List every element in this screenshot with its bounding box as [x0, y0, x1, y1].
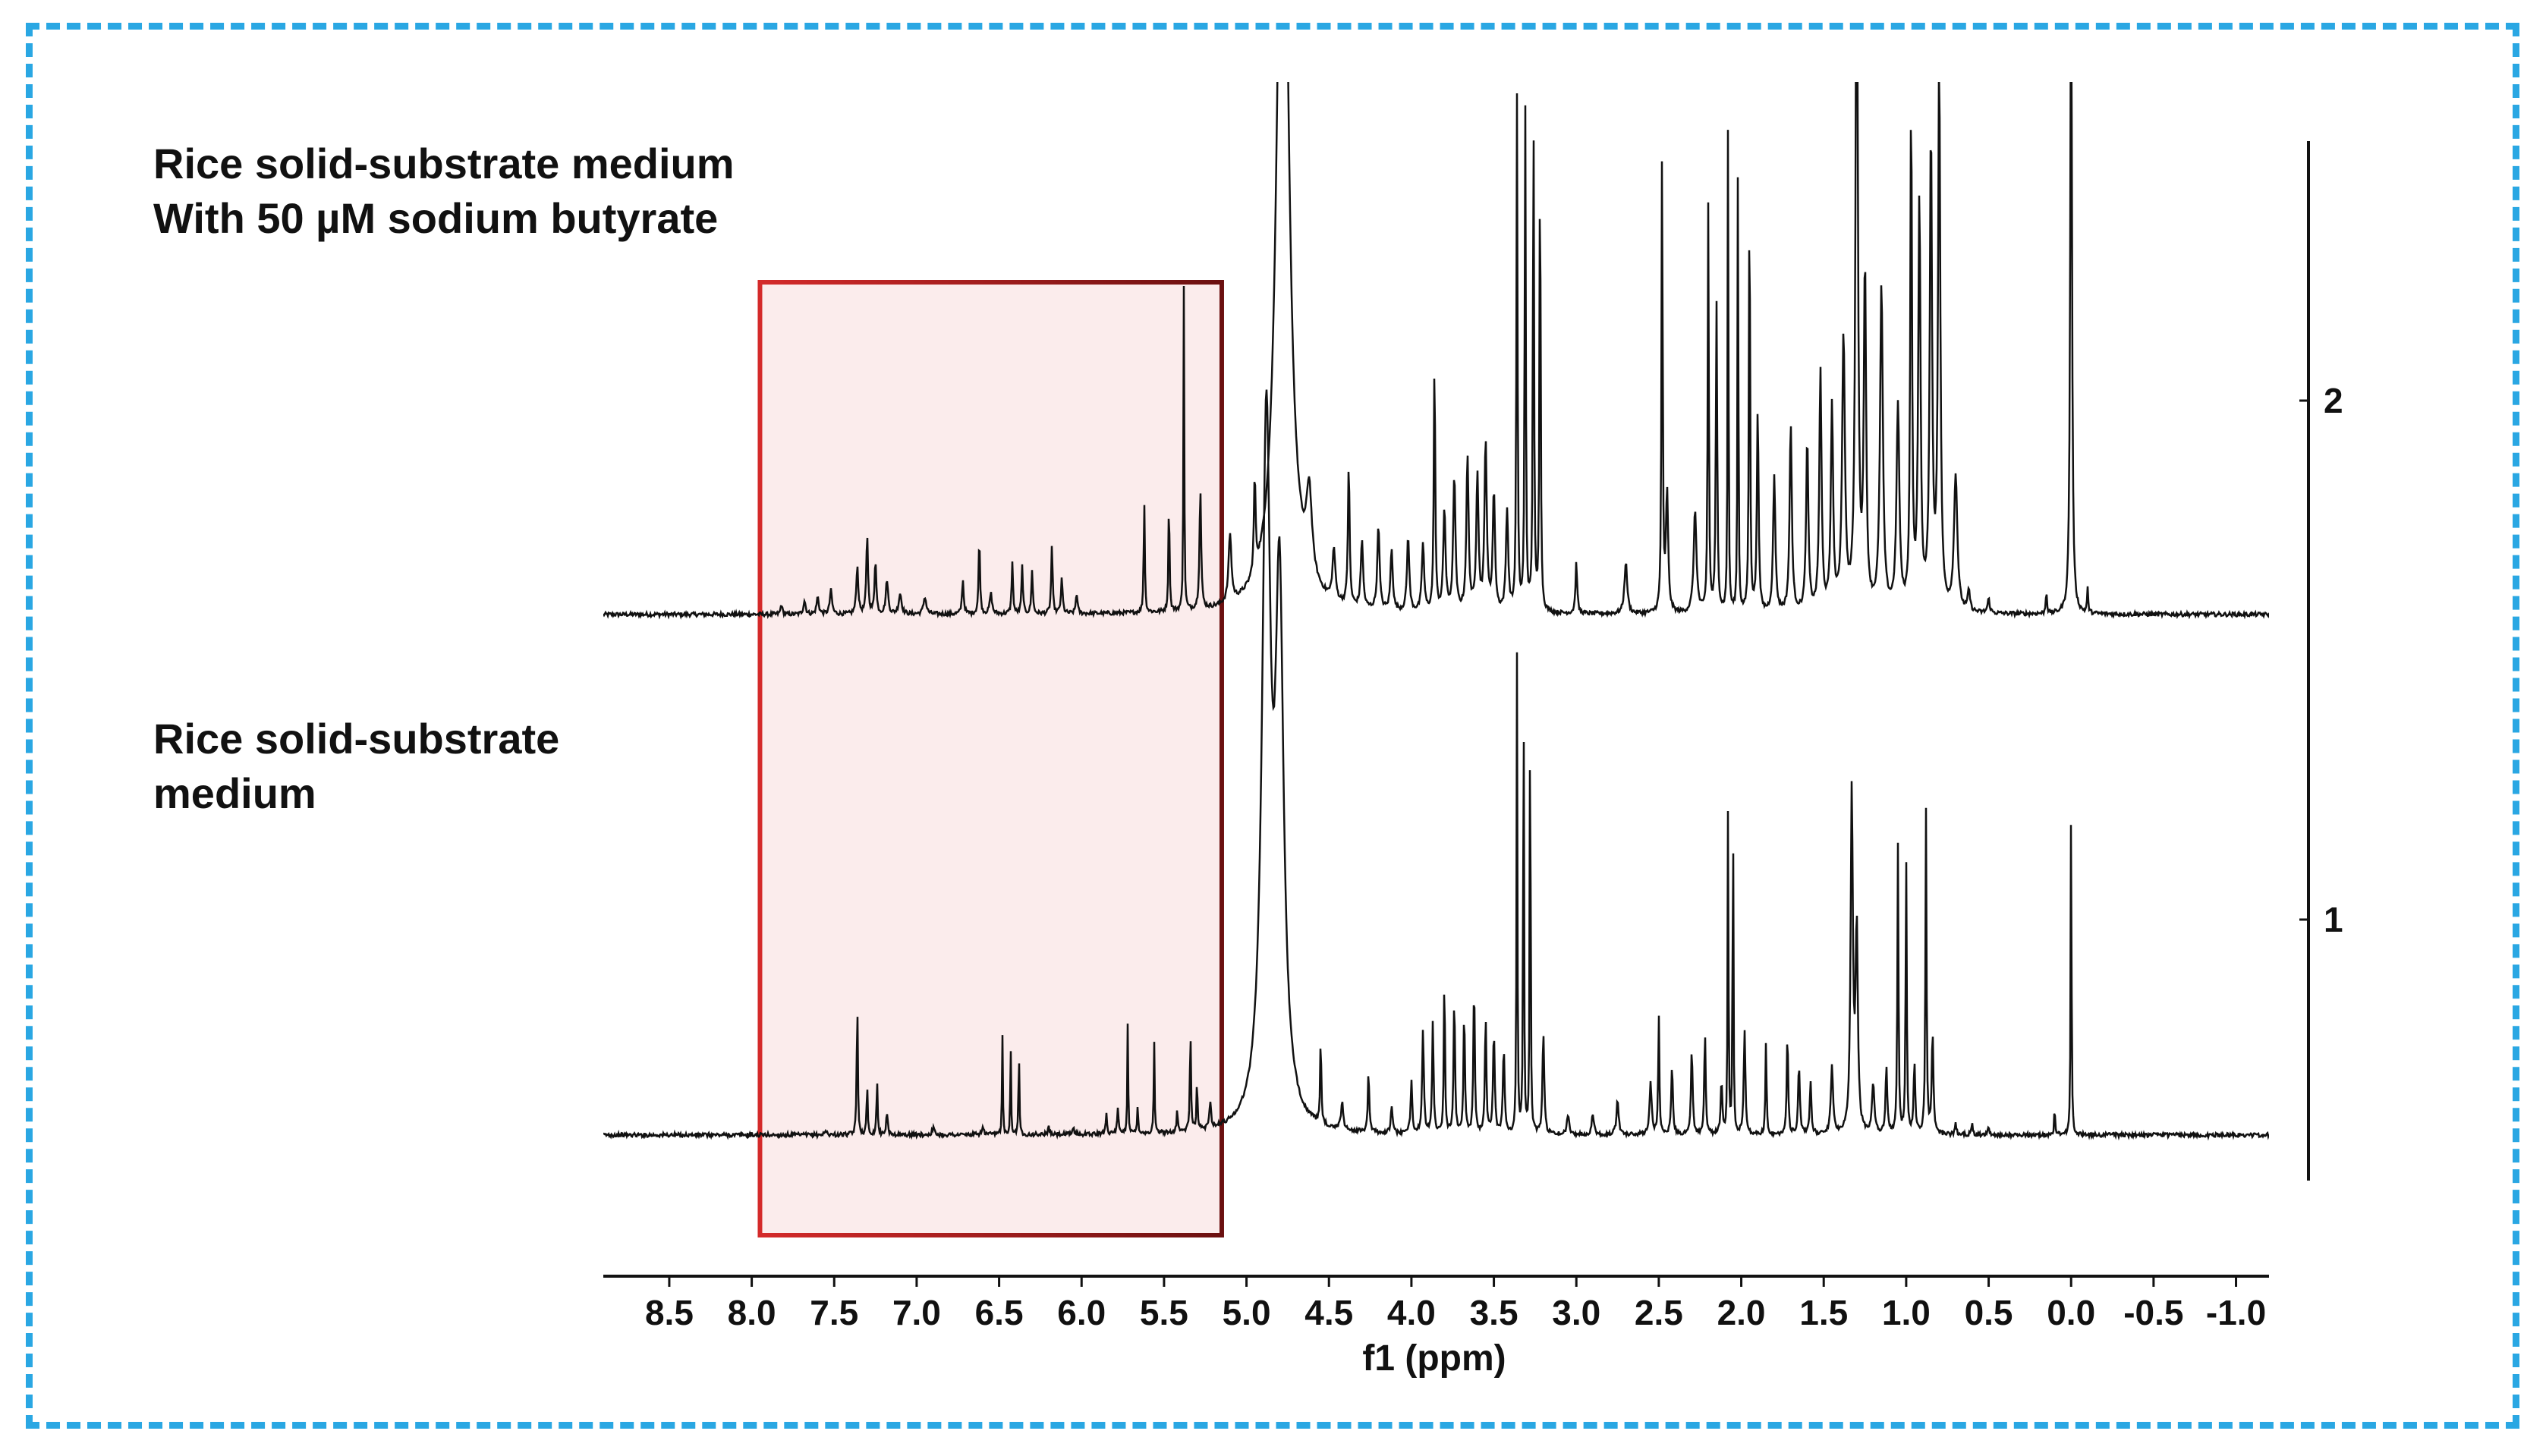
x-tick-label: 8.5: [645, 1293, 694, 1332]
x-tick-label: 7.5: [810, 1293, 858, 1332]
x-tick-label: 6.0: [1057, 1293, 1106, 1332]
x-tick-label: 7.0: [892, 1293, 941, 1332]
x-tick-label: 0.0: [2047, 1293, 2095, 1332]
series-label-top-line-1: Rice solid-substrate medium: [153, 140, 735, 187]
x-tick-label: 8.0: [728, 1293, 776, 1332]
figure-border: [26, 23, 2519, 1429]
x-axis-label: f1 (ppm): [1362, 1338, 1506, 1379]
x-tick-label: 1.0: [1882, 1293, 1931, 1332]
highlight-region: [757, 280, 1224, 1237]
x-tick-label: 2.5: [1635, 1293, 1683, 1332]
stack-tick-label: 1: [2324, 900, 2343, 939]
x-tick-label: 1.5: [1799, 1293, 1848, 1332]
series-label-top-line-2: With 50 µM sodium butyrate: [153, 194, 719, 242]
x-tick-label: 5.0: [1223, 1293, 1271, 1332]
x-tick-label: 4.5: [1304, 1293, 1353, 1332]
x-tick-label: 4.0: [1387, 1293, 1436, 1332]
x-tick-label: 5.5: [1140, 1293, 1188, 1332]
x-tick-label: -0.5: [2123, 1293, 2183, 1332]
series-label-bottom: Rice solid-substrate medium: [153, 712, 559, 821]
spectrum-trace-bottom: [603, 389, 2269, 1141]
x-tick-label: 2.0: [1717, 1293, 1766, 1332]
series-label-top: Rice solid-substrate medium With 50 µM s…: [153, 137, 735, 246]
x-tick-label: 3.0: [1552, 1293, 1600, 1332]
x-tick-label: 6.5: [975, 1293, 1024, 1332]
stack-tick-label: 2: [2324, 381, 2343, 420]
series-label-bottom-line-1: Rice solid-substrate: [153, 715, 560, 763]
x-tick-label: -1.0: [2206, 1293, 2266, 1332]
x-tick-label: 0.5: [1965, 1293, 2013, 1332]
x-tick-label: 3.5: [1470, 1293, 1518, 1332]
spectrum-trace-top: [603, 82, 2269, 620]
series-label-bottom-line-2: medium: [153, 769, 316, 817]
